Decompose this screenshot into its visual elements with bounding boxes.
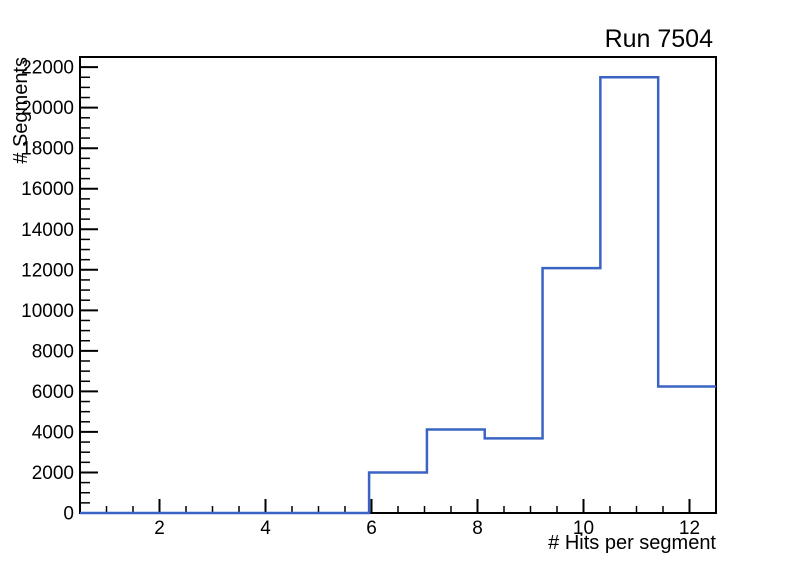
x-tick-label: 12 <box>679 518 700 539</box>
y-tick-label: 16000 <box>21 179 74 200</box>
y-tick-label: 12000 <box>21 260 74 281</box>
chart-title: Run 7504 <box>605 25 714 53</box>
x-axis-title: # Hits per segment <box>548 532 716 554</box>
y-tick-label: 10000 <box>21 301 74 322</box>
x-tick-label: 8 <box>472 518 483 539</box>
x-tick-label: 2 <box>154 518 165 539</box>
x-tick-label: 6 <box>366 518 377 539</box>
y-tick-label: 8000 <box>32 341 74 362</box>
x-tick-label: 4 <box>260 518 271 539</box>
y-tick-label: 14000 <box>21 220 74 241</box>
y-tick-label: 0 <box>63 504 74 525</box>
y-tick-label: 4000 <box>32 422 74 443</box>
plot-frame <box>79 56 717 514</box>
y-axis-title: # Segments <box>10 57 32 164</box>
y-tick-label: 18000 <box>21 139 74 160</box>
y-tick-label: 20000 <box>21 98 74 119</box>
y-tick-label: 22000 <box>21 58 74 79</box>
x-tick-label: 10 <box>573 518 594 539</box>
y-tick-label: 2000 <box>32 463 74 484</box>
y-tick-label: 6000 <box>32 382 74 403</box>
histogram-line <box>80 76 716 515</box>
